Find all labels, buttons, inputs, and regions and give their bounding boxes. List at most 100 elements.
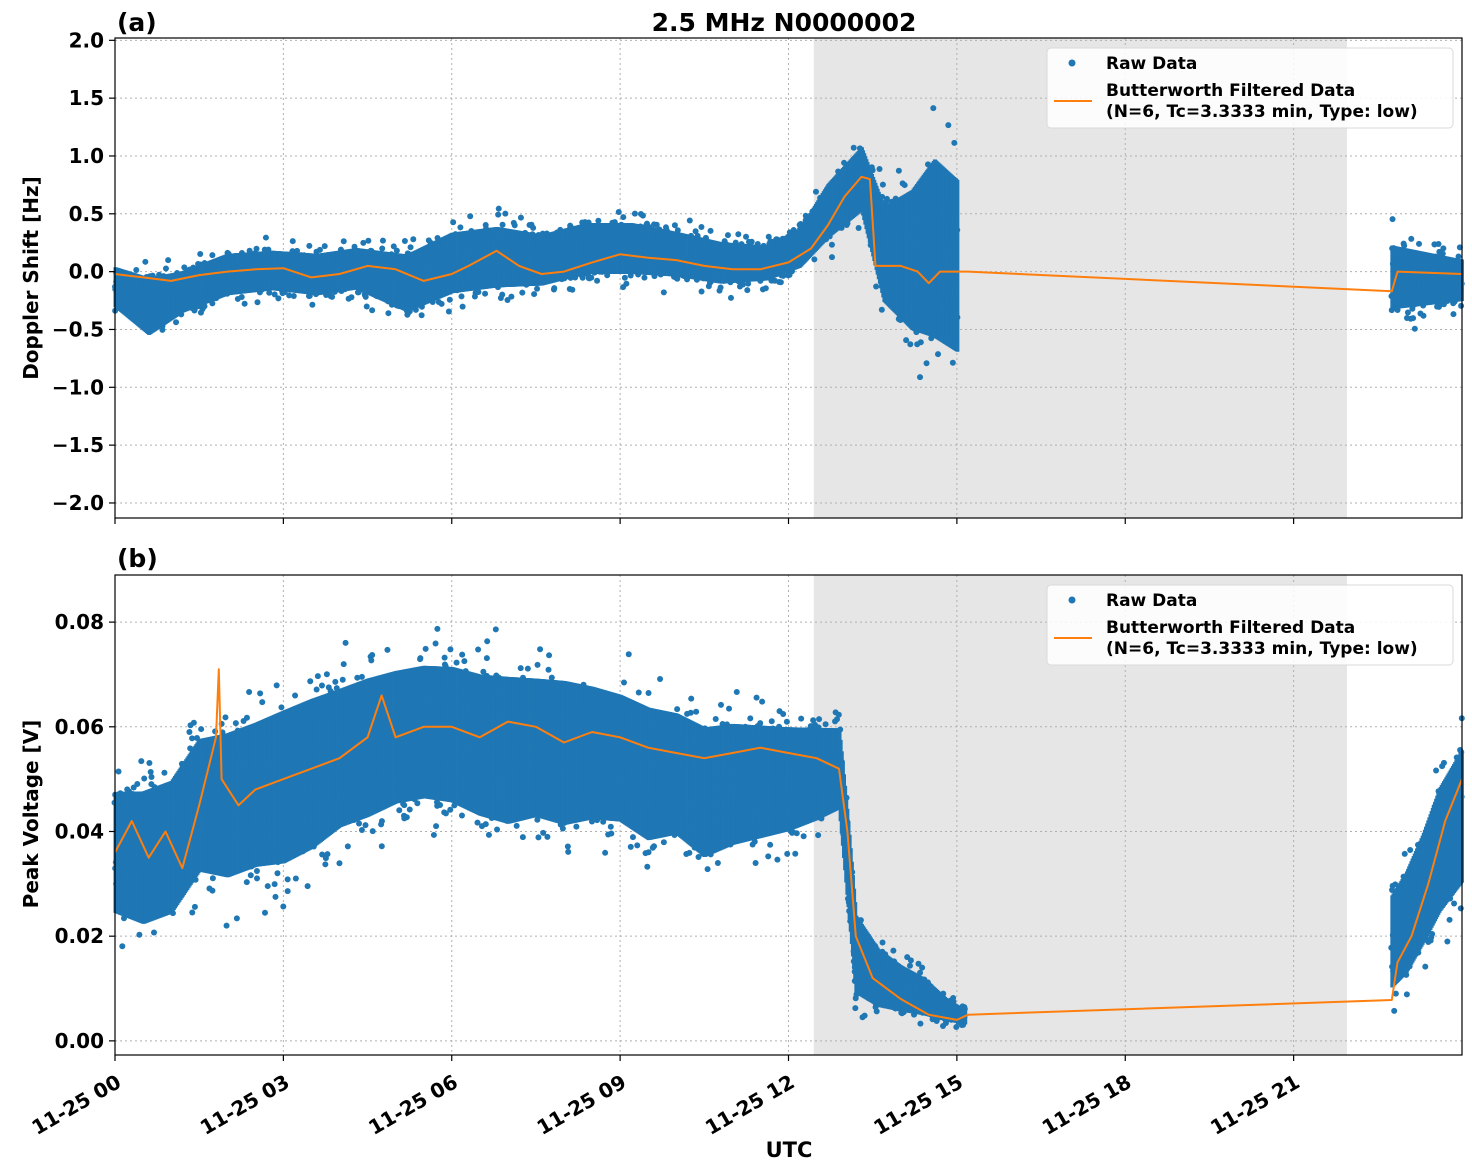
raw-data-point bbox=[724, 232, 731, 239]
panel-peak-voltage: 0.080.060.040.020.00 11-25 00 11-25 03 11-… bbox=[19, 544, 1465, 1140]
raw-data-point bbox=[133, 266, 140, 273]
raw-data-point bbox=[513, 822, 520, 829]
raw-data-point bbox=[385, 310, 392, 317]
raw-data-point bbox=[901, 182, 908, 189]
raw-data-point bbox=[254, 875, 261, 882]
raw-data-point bbox=[358, 827, 365, 834]
raw-data-point bbox=[485, 831, 492, 838]
raw-data-point bbox=[777, 279, 784, 286]
raw-data-point bbox=[393, 247, 400, 254]
raw-data-point bbox=[169, 910, 176, 917]
raw-data-point bbox=[917, 374, 924, 381]
raw-data-point bbox=[148, 773, 155, 780]
raw-data-point bbox=[545, 666, 552, 673]
raw-data-point bbox=[313, 686, 320, 693]
raw-data-point bbox=[548, 674, 555, 681]
raw-data-point bbox=[379, 237, 386, 244]
raw-data-point bbox=[917, 339, 924, 346]
raw-data-point bbox=[530, 224, 537, 231]
raw-data-point bbox=[508, 293, 515, 300]
raw-data-point bbox=[290, 293, 297, 300]
raw-data-point bbox=[495, 211, 502, 218]
raw-data-point bbox=[735, 231, 742, 238]
raw-data-point bbox=[445, 308, 452, 315]
raw-data-point bbox=[422, 645, 429, 652]
raw-data-point bbox=[517, 214, 524, 221]
raw-data-point bbox=[201, 303, 208, 310]
raw-data-point bbox=[379, 245, 386, 252]
raw-data-point bbox=[181, 264, 188, 271]
raw-data-point bbox=[930, 105, 937, 112]
raw-data-point bbox=[641, 274, 648, 281]
raw-data-point bbox=[222, 714, 229, 721]
raw-data-point bbox=[362, 822, 369, 829]
raw-data-point bbox=[534, 661, 541, 668]
raw-data-point bbox=[564, 843, 571, 850]
raw-data-point bbox=[484, 638, 491, 645]
raw-data-point bbox=[384, 646, 391, 653]
raw-data-point bbox=[223, 922, 230, 929]
raw-data-point bbox=[401, 238, 408, 245]
raw-data-point bbox=[895, 167, 902, 174]
raw-data-point bbox=[517, 665, 524, 672]
raw-data-point bbox=[446, 296, 453, 303]
raw-data-point bbox=[309, 301, 316, 308]
raw-data-point bbox=[923, 360, 930, 367]
raw-data-point bbox=[458, 293, 465, 300]
raw-data-point bbox=[246, 688, 253, 695]
raw-data-point bbox=[356, 820, 363, 827]
x-ticks bbox=[114, 518, 1295, 524]
raw-data-point bbox=[272, 893, 279, 900]
raw-data-point bbox=[307, 678, 314, 685]
raw-data-point bbox=[316, 246, 323, 253]
raw-data-point bbox=[323, 671, 330, 678]
raw-data-point bbox=[1411, 325, 1418, 332]
raw-data-point bbox=[378, 843, 385, 850]
raw-data-point bbox=[273, 682, 280, 689]
raw-data-point bbox=[743, 233, 750, 240]
raw-data-point bbox=[401, 802, 408, 809]
raw-data-point bbox=[274, 870, 281, 877]
raw-data-point bbox=[433, 823, 440, 830]
raw-data-point bbox=[173, 319, 180, 326]
raw-data-point bbox=[907, 341, 914, 348]
raw-data-point bbox=[209, 887, 216, 894]
raw-data-point bbox=[1416, 240, 1423, 247]
figure-title: 2.5 MHz N0000002 bbox=[652, 8, 917, 37]
raw-data-point bbox=[559, 825, 566, 832]
raw-data-point bbox=[434, 625, 441, 632]
raw-data-point bbox=[146, 760, 153, 767]
raw-data-point bbox=[748, 238, 755, 245]
raw-data-point bbox=[430, 831, 437, 838]
raw-data-point bbox=[142, 258, 149, 265]
raw-data-point bbox=[511, 222, 518, 229]
raw-data-point bbox=[869, 167, 876, 174]
raw-data-point bbox=[615, 208, 622, 215]
raw-data-point bbox=[828, 241, 835, 248]
raw-data-point bbox=[459, 303, 466, 310]
raw-data-point bbox=[253, 245, 260, 252]
raw-data-point bbox=[812, 188, 819, 195]
raw-data-point bbox=[190, 719, 197, 726]
raw-data-point bbox=[762, 285, 769, 292]
raw-data-point bbox=[595, 217, 602, 224]
raw-data-point bbox=[369, 307, 376, 314]
raw-data-point bbox=[254, 299, 261, 306]
y-tick-label: −0.5 bbox=[52, 317, 104, 341]
raw-data-point bbox=[878, 306, 885, 313]
raw-data-point bbox=[410, 236, 417, 243]
raw-data-point bbox=[495, 205, 502, 212]
raw-data-point bbox=[492, 626, 499, 633]
raw-data-point bbox=[209, 875, 216, 882]
raw-data-point bbox=[165, 257, 172, 264]
raw-data-point bbox=[620, 214, 627, 221]
raw-data-point bbox=[458, 812, 465, 819]
raw-data-point bbox=[340, 661, 347, 668]
raw-data-point bbox=[150, 929, 157, 936]
raw-data-point bbox=[551, 285, 558, 292]
raw-data-point bbox=[292, 875, 299, 882]
panel-label: (a) bbox=[117, 8, 157, 37]
raw-data-point bbox=[951, 139, 958, 146]
legend-marker-raw bbox=[1068, 59, 1076, 67]
